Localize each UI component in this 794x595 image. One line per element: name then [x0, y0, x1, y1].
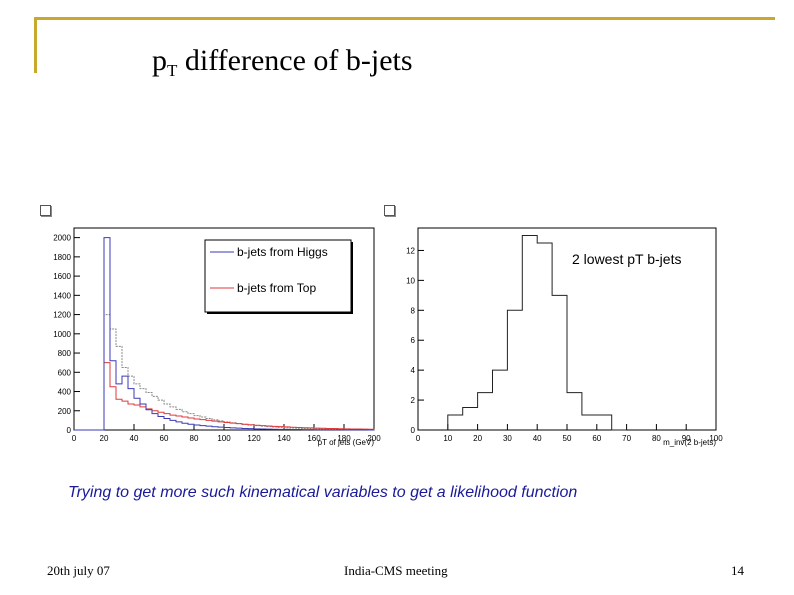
- y-tick-label: 0: [67, 426, 72, 435]
- y-tick-label: 2: [411, 396, 416, 405]
- series-line: [74, 362, 375, 431]
- x-tick-label: 80: [190, 434, 199, 443]
- x-tick-label: 180: [337, 434, 351, 443]
- y-tick-label: 10: [406, 276, 415, 285]
- accent-bar-vertical: [34, 17, 37, 73]
- y-tick-label: 1400: [53, 291, 71, 300]
- y-tick-label: 6: [411, 336, 416, 345]
- mass-histogram: 0 10 20 30 40 50 60 70 80 90 100 0 2 4 6 8 10 12 m_inv(2 b…: [406, 227, 723, 447]
- bullet-icon: [384, 205, 395, 216]
- series-line: [74, 237, 374, 431]
- y-tick-label: 0: [411, 426, 416, 435]
- y-tick-label: 800: [58, 349, 72, 358]
- x-tick-label: 60: [592, 434, 601, 443]
- y-tick-label: 600: [58, 368, 72, 377]
- pt-histogram: 0 20 40 60 80 100 120 140 160 180 2000200400600800…: [53, 227, 381, 447]
- bullet-icon: [40, 205, 51, 216]
- x-tick-label: 90: [682, 434, 691, 443]
- x-tick-label: 80: [652, 434, 661, 443]
- x-axis-label: pT of jets (GeV): [318, 438, 375, 447]
- slide-number: 14: [731, 563, 744, 578]
- y-tick-label: 2000: [53, 234, 71, 243]
- y-tick-label: 12: [406, 246, 415, 255]
- y-tick-label: 1600: [53, 272, 71, 281]
- legend-label: b-jets from Higgs: [237, 245, 328, 259]
- x-tick-label: 0: [72, 434, 77, 443]
- x-tick-label: 10: [443, 434, 452, 443]
- y-tick-label: 4: [411, 366, 416, 375]
- footer-event: India-CMS meeting: [344, 563, 448, 578]
- x-tick-label: 120: [247, 434, 261, 443]
- x-tick-label: 70: [622, 434, 631, 443]
- x-tick-label: 20: [473, 434, 482, 443]
- x-tick-label: 50: [563, 434, 572, 443]
- x-tick-label: 0: [416, 434, 421, 443]
- slide-caption: Trying to get more such kinematical vari…: [68, 484, 578, 501]
- x-tick-label: 20: [100, 434, 109, 443]
- y-tick-label: 400: [58, 388, 72, 397]
- y-tick-label: 1200: [53, 311, 71, 320]
- x-tick-label: 100: [217, 434, 231, 443]
- title-backdrop: [568, 244, 714, 274]
- y-tick-label: 1000: [53, 330, 71, 339]
- y-tick-label: 1800: [53, 253, 71, 262]
- x-tick-label: 60: [160, 434, 169, 443]
- footer-date: 20th july 07: [47, 563, 110, 578]
- y-tick-label: 8: [411, 306, 416, 315]
- x-tick-label: 100: [709, 434, 723, 443]
- x-tick-label: 200: [367, 434, 381, 443]
- x-tick-label: 40: [533, 434, 542, 443]
- y-tick-label: 200: [58, 407, 72, 416]
- x-tick-label: 30: [503, 434, 512, 443]
- slide-title: pT difference of b-jets: [152, 44, 413, 80]
- x-tick-label: 40: [130, 434, 139, 443]
- x-tick-label: 160: [307, 434, 321, 443]
- accent-bar-horizontal: [34, 17, 775, 20]
- x-tick-label: 140: [277, 434, 291, 443]
- series-line: [447, 234, 627, 431]
- legend-label: b-jets from Top: [237, 281, 316, 295]
- chart-title: 2 lowest pT b-jets: [572, 251, 681, 267]
- x-axis-label: m_inv(2 b-jets): [663, 438, 716, 447]
